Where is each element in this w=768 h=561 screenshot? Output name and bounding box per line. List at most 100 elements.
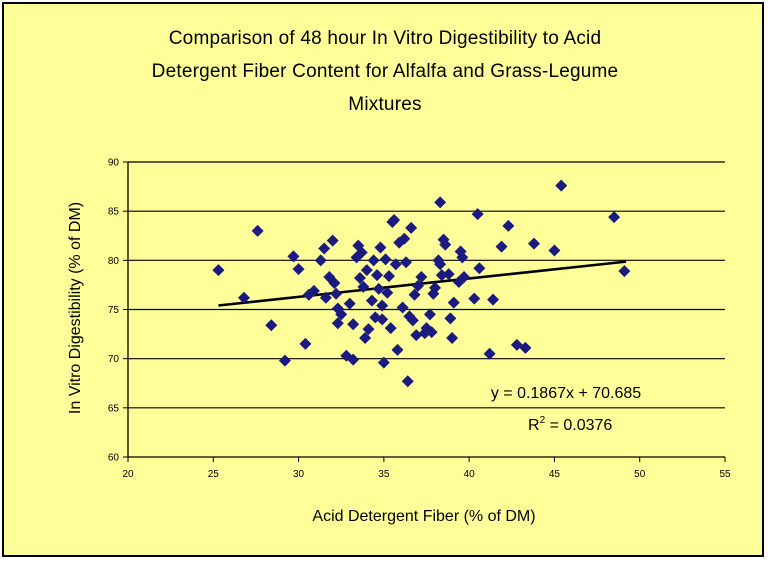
- data-point-5: [278, 354, 291, 367]
- data-point-29: [357, 280, 370, 293]
- y-tick-label-70: 70: [108, 354, 120, 365]
- data-point-43: [381, 286, 394, 299]
- gridlines: [128, 161, 725, 409]
- data-point-7: [292, 263, 305, 276]
- trendline-equation: y = 0.1867x + 70.685: [491, 385, 641, 402]
- x-tick-label-35: 35: [378, 469, 390, 480]
- data-point-11: [314, 254, 327, 267]
- data-point-44: [382, 270, 395, 283]
- data-point-67: [429, 281, 442, 294]
- data-point-54: [401, 375, 414, 388]
- data-point-40: [376, 313, 389, 326]
- y-axis-title: In Vitro Digestibility (% of DM): [67, 202, 84, 414]
- data-point-27: [353, 272, 366, 285]
- data-point-23: [347, 318, 360, 331]
- axes: [123, 161, 726, 462]
- data-point-48: [389, 258, 402, 271]
- y-tick-label-65: 65: [108, 403, 120, 414]
- data-point-13: [319, 291, 332, 304]
- data-point-88: [502, 219, 515, 232]
- data-point-83: [471, 208, 484, 221]
- data-point-31: [360, 264, 373, 277]
- data-point-57: [406, 314, 419, 327]
- x-tick-label-20: 20: [122, 469, 134, 480]
- data-point-2: [237, 291, 250, 304]
- chart-title-line-3: Mixtures: [348, 94, 422, 115]
- r-squared-label: R2 = 0.0376: [528, 415, 612, 434]
- data-point-38: [374, 241, 387, 254]
- data-point-65: [425, 326, 438, 339]
- data-point-52: [398, 232, 411, 245]
- data-point-75: [444, 312, 457, 325]
- data-point-34: [367, 254, 380, 267]
- data-points: [212, 179, 631, 388]
- data-point-4: [265, 319, 278, 332]
- y-tick-label-60: 60: [108, 453, 120, 464]
- data-point-16: [328, 276, 341, 289]
- data-point-87: [495, 240, 508, 253]
- data-point-84: [473, 262, 486, 275]
- data-point-39: [376, 299, 389, 312]
- data-point-76: [446, 332, 459, 345]
- data-point-36: [371, 269, 384, 282]
- data-point-60: [411, 279, 424, 292]
- data-point-3: [251, 224, 264, 237]
- x-tick-label-25: 25: [208, 469, 220, 480]
- data-point-22: [343, 297, 356, 310]
- data-point-73: [439, 238, 452, 251]
- x-tick-label-30: 30: [293, 469, 305, 480]
- data-point-80: [456, 251, 469, 264]
- data-point-90: [519, 341, 532, 354]
- data-point-8: [299, 337, 312, 350]
- data-point-42: [379, 253, 392, 266]
- data-point-94: [608, 211, 621, 224]
- x-tick-label-50: 50: [634, 469, 646, 480]
- data-point-41: [377, 356, 390, 369]
- data-point-86: [487, 293, 500, 306]
- data-point-24: [347, 353, 360, 366]
- r-squared-superscript: 2: [540, 415, 546, 426]
- trendline: [218, 260, 627, 307]
- y-tick-label-80: 80: [108, 256, 120, 267]
- data-point-74: [442, 268, 455, 281]
- data-point-19: [331, 317, 344, 330]
- data-point-64: [423, 308, 436, 321]
- data-point-47: [388, 214, 401, 227]
- trendline-group: [218, 260, 627, 307]
- chart-title-line-2: Detergent Fiber Content for Alfalfa and …: [151, 61, 619, 82]
- data-point-17: [330, 287, 343, 300]
- data-point-70: [434, 196, 447, 209]
- x-tick-label-40: 40: [464, 469, 476, 480]
- data-point-49: [391, 343, 404, 356]
- y-tick-label-75: 75: [108, 305, 120, 316]
- data-point-1: [212, 264, 225, 277]
- data-point-92: [548, 244, 561, 257]
- data-point-32: [362, 323, 375, 336]
- data-point-77: [447, 296, 460, 309]
- data-point-53: [400, 256, 413, 269]
- data-point-37: [372, 282, 385, 295]
- y-tick-label-85: 85: [108, 207, 120, 218]
- data-point-61: [415, 271, 428, 284]
- data-point-85: [483, 347, 496, 360]
- data-point-56: [405, 221, 418, 234]
- data-point-6: [287, 250, 300, 263]
- data-point-69: [434, 258, 447, 271]
- data-point-28: [355, 246, 368, 259]
- data-point-95: [618, 265, 631, 278]
- data-point-58: [408, 288, 421, 301]
- x-tick-labels: 20 25 30 35 40 45 50 55: [122, 469, 731, 480]
- data-point-82: [468, 292, 481, 305]
- chart-title-line-1: Comparison of 48 hour In Vitro Digestibi…: [168, 28, 602, 49]
- data-point-81: [458, 271, 471, 284]
- x-tick-label-45: 45: [549, 469, 561, 480]
- data-point-15: [326, 234, 339, 247]
- data-point-93: [555, 179, 568, 192]
- data-point-30: [359, 332, 372, 345]
- data-point-12: [318, 242, 331, 255]
- chart-title: Comparison of 48 hour In Vitro Digestibi…: [4, 22, 766, 121]
- data-point-51: [396, 301, 409, 314]
- data-point-33: [365, 294, 378, 307]
